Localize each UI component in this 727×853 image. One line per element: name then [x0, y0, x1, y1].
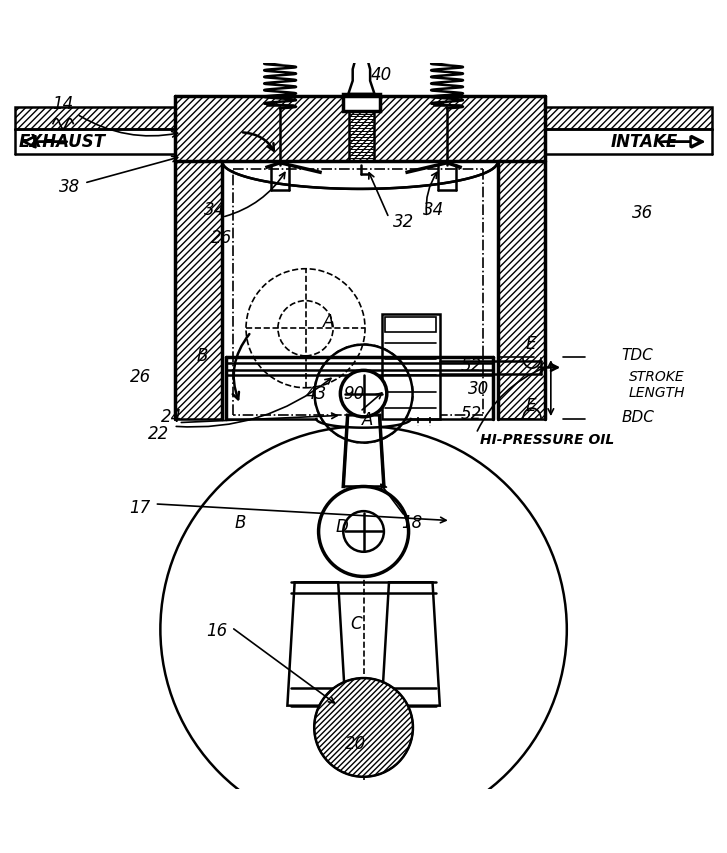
Text: 26: 26 — [130, 368, 151, 386]
Text: EXHAUST: EXHAUST — [19, 132, 106, 150]
Text: STROKE
LENGTH: STROKE LENGTH — [628, 369, 685, 399]
Text: C: C — [350, 615, 362, 633]
Text: 17: 17 — [129, 499, 150, 517]
Text: 26: 26 — [212, 229, 233, 247]
Text: HI-PRESSURE OIL: HI-PRESSURE OIL — [480, 432, 614, 447]
Polygon shape — [222, 162, 498, 189]
Polygon shape — [15, 107, 174, 130]
Circle shape — [355, 45, 368, 58]
Polygon shape — [498, 162, 545, 419]
Text: BDC: BDC — [621, 409, 654, 425]
Text: 14: 14 — [52, 95, 73, 113]
Polygon shape — [382, 314, 440, 419]
Text: 22: 22 — [148, 425, 169, 443]
Text: 52: 52 — [460, 357, 481, 374]
Text: 34: 34 — [423, 201, 444, 219]
Polygon shape — [343, 95, 379, 111]
Text: TDC: TDC — [621, 348, 653, 363]
Polygon shape — [343, 415, 384, 487]
Text: 24: 24 — [161, 408, 182, 426]
Text: B: B — [196, 346, 207, 364]
Text: D: D — [335, 518, 348, 536]
Circle shape — [314, 678, 413, 777]
Text: 20: 20 — [345, 734, 366, 752]
Text: A: A — [361, 410, 373, 428]
Polygon shape — [174, 96, 545, 162]
Circle shape — [318, 487, 409, 577]
Text: 43: 43 — [306, 385, 327, 403]
Text: E: E — [525, 397, 536, 415]
Text: 34: 34 — [204, 201, 225, 219]
Text: 18: 18 — [401, 514, 422, 531]
Text: 36: 36 — [632, 204, 654, 222]
Polygon shape — [545, 107, 712, 130]
Polygon shape — [287, 583, 345, 705]
Circle shape — [340, 371, 387, 417]
Text: A: A — [323, 312, 334, 330]
Text: E: E — [525, 335, 536, 353]
Text: 52: 52 — [460, 404, 481, 422]
Text: INTAKE: INTAKE — [610, 132, 678, 150]
Polygon shape — [382, 583, 440, 705]
Text: B: B — [235, 514, 246, 531]
Text: 38: 38 — [59, 178, 80, 196]
Polygon shape — [174, 162, 222, 419]
Text: 90: 90 — [343, 385, 365, 403]
Text: 40: 40 — [371, 66, 393, 84]
Polygon shape — [385, 317, 436, 332]
Text: 32: 32 — [393, 213, 414, 231]
Text: 30: 30 — [467, 380, 489, 397]
Text: 16: 16 — [206, 622, 228, 640]
Polygon shape — [348, 56, 374, 95]
